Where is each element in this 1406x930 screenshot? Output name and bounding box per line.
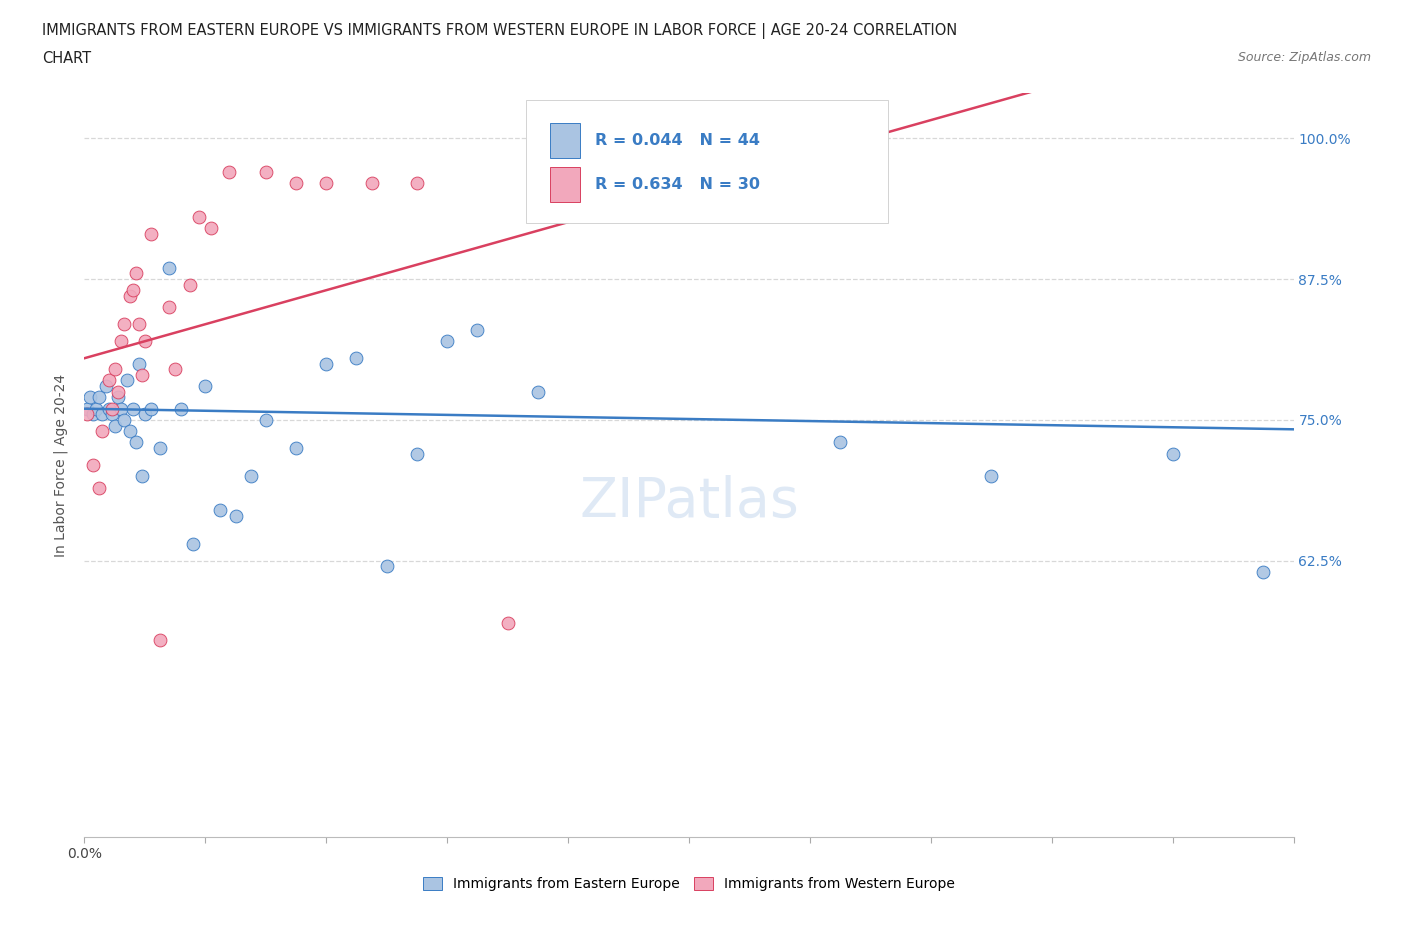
Point	[830, 435, 852, 450]
Point	[107, 390, 129, 405]
Point	[285, 441, 308, 456]
Point	[406, 446, 429, 461]
Point	[94, 379, 117, 393]
Point	[375, 559, 398, 574]
Point	[170, 401, 193, 416]
Point	[76, 406, 98, 421]
Point	[97, 373, 120, 388]
Point	[1253, 565, 1275, 579]
Point	[107, 384, 129, 399]
Point	[218, 165, 240, 179]
Text: R = 0.044   N = 44: R = 0.044 N = 44	[595, 133, 759, 148]
Point	[118, 424, 141, 439]
Point	[118, 288, 141, 303]
Point	[131, 367, 153, 382]
Point	[112, 413, 135, 428]
Point	[285, 176, 308, 191]
Point	[165, 362, 187, 377]
Point	[89, 480, 111, 495]
Point	[149, 632, 172, 647]
Point	[346, 351, 368, 365]
Point	[360, 176, 382, 191]
Point	[588, 165, 610, 179]
Text: Source: ZipAtlas.com: Source: ZipAtlas.com	[1237, 51, 1371, 64]
Point	[139, 401, 162, 416]
Point	[134, 334, 156, 349]
Point	[104, 418, 127, 433]
Y-axis label: In Labor Force | Age 20-24: In Labor Force | Age 20-24	[53, 374, 69, 556]
Point	[157, 260, 180, 275]
Point	[134, 406, 156, 421]
Point	[91, 406, 114, 421]
Point	[315, 356, 337, 371]
Point	[82, 406, 104, 421]
Point	[181, 537, 204, 551]
Point	[149, 441, 172, 456]
Text: IMMIGRANTS FROM EASTERN EUROPE VS IMMIGRANTS FROM WESTERN EUROPE IN LABOR FORCE : IMMIGRANTS FROM EASTERN EUROPE VS IMMIGR…	[42, 23, 957, 39]
Point	[200, 220, 222, 235]
Point	[121, 283, 143, 298]
Point	[188, 209, 211, 224]
Point	[131, 469, 153, 484]
Point	[86, 401, 108, 416]
Text: R = 0.634   N = 30: R = 0.634 N = 30	[595, 177, 759, 192]
Point	[100, 401, 122, 416]
Point	[209, 502, 232, 517]
Point	[128, 356, 150, 371]
Point	[467, 323, 489, 338]
Point	[1161, 446, 1184, 461]
Point	[125, 435, 148, 450]
Point	[112, 316, 135, 331]
Point	[89, 390, 111, 405]
Point	[121, 401, 143, 416]
Point	[254, 413, 277, 428]
Text: ZIPatlas: ZIPatlas	[579, 475, 799, 529]
Point	[527, 384, 550, 399]
Point	[100, 406, 122, 421]
Point	[110, 401, 132, 416]
Text: CHART: CHART	[42, 51, 91, 66]
FancyBboxPatch shape	[550, 123, 581, 158]
Point	[436, 334, 458, 349]
Legend: Immigrants from Eastern Europe, Immigrants from Western Europe: Immigrants from Eastern Europe, Immigran…	[418, 872, 960, 897]
FancyBboxPatch shape	[526, 100, 889, 223]
Point	[76, 401, 98, 416]
Point	[225, 509, 247, 524]
Point	[125, 266, 148, 281]
Point	[194, 379, 217, 393]
Point	[139, 227, 162, 242]
Point	[128, 316, 150, 331]
Point	[496, 616, 519, 631]
Point	[157, 299, 180, 314]
Point	[115, 373, 138, 388]
Point	[239, 469, 262, 484]
FancyBboxPatch shape	[550, 166, 581, 203]
Point	[104, 362, 127, 377]
Point	[79, 390, 101, 405]
Point	[179, 277, 201, 292]
Point	[980, 469, 1002, 484]
Point	[254, 165, 277, 179]
Point	[82, 458, 104, 472]
Point	[97, 401, 120, 416]
Point	[110, 334, 132, 349]
Point	[406, 176, 429, 191]
Point	[91, 424, 114, 439]
Point	[315, 176, 337, 191]
Point	[678, 165, 700, 179]
